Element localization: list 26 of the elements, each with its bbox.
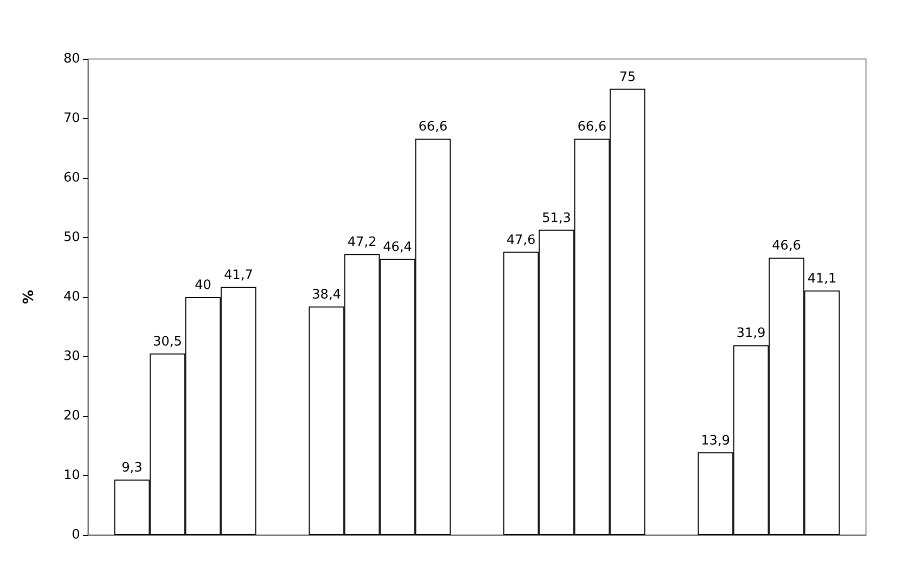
y-tick-label: 20 [63, 408, 80, 424]
data-label: 66,6 [578, 120, 606, 135]
data-label: 30,5 [153, 334, 182, 350]
data-label: 47,6 [506, 232, 536, 248]
y-tick-label: 30 [63, 349, 80, 364]
data-label: 46,4 [383, 240, 412, 255]
data-label: 13,9 [701, 433, 730, 448]
data-label: 41,7 [224, 268, 253, 283]
y-tick-label: 10 [63, 468, 80, 483]
data-label: 9,3 [122, 460, 142, 476]
y-tick-label: 80 [63, 52, 80, 66]
y-tick-label: 60 [63, 170, 80, 186]
data-label: 51,3 [542, 210, 571, 226]
y-tick-label: 40 [63, 290, 80, 304]
y-axis-title: % [21, 290, 37, 304]
data-label: 40 [194, 278, 212, 293]
data-label: 46,6 [772, 238, 801, 254]
data-label: 38,4 [312, 288, 341, 303]
data-label: 47,2 [348, 235, 376, 250]
data-label: 75 [619, 70, 636, 85]
y-tick-label: 70 [63, 111, 80, 126]
data-label: 31,9 [736, 326, 766, 342]
data-label: 41,1 [808, 271, 836, 286]
data-label: 66,6 [418, 120, 448, 135]
y-tick-label: 0 [72, 528, 80, 542]
y-tick-label: 50 [63, 230, 80, 245]
